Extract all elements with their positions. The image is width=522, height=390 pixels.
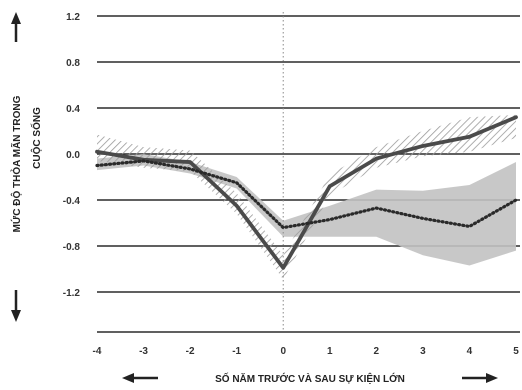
y-tick-label: 1.2 xyxy=(66,12,80,23)
x-tick-label: 4 xyxy=(467,346,473,357)
confidence-band-solid xyxy=(97,114,516,280)
x-axis-title: SỐ NĂM TRƯỚC VÀ SAU SỰ KIỆN LỚN xyxy=(122,371,498,385)
y-tick-label: 0.0 xyxy=(66,150,80,161)
grid-lines xyxy=(97,15,520,333)
x-arrow-left-head xyxy=(122,373,134,383)
y-tick-label: 0.4 xyxy=(66,104,80,115)
y-axis-label-line1: MỨC ĐỘ THỎA MÃN TRONG xyxy=(10,95,23,232)
x-tick-label: 0 xyxy=(280,346,286,357)
y-tick-label: 0.8 xyxy=(66,58,80,69)
confidence-band-dotted xyxy=(97,154,516,266)
series-lines xyxy=(95,115,518,270)
y-tick-label: -0.8 xyxy=(63,242,81,253)
x-tick-label: -4 xyxy=(93,346,102,357)
y-arrow-down-head xyxy=(11,310,21,322)
y-tick-label: -0.4 xyxy=(63,196,81,207)
series-line-dotted xyxy=(95,159,518,230)
x-arrow-right-head xyxy=(486,373,498,383)
x-tick-label: -3 xyxy=(139,346,148,357)
y-arrow-up-head xyxy=(11,12,21,24)
series-line-solid xyxy=(95,115,518,270)
y-tick-label: -1.2 xyxy=(63,288,81,299)
x-tick-label: -1 xyxy=(232,346,241,357)
tick-labels: 1.2 0.8 0.4 0.0 -0.4 -0.8 -1.2 -4 -3 -2 -1 0 1 2 3 4 5 xyxy=(63,12,519,357)
y-axis-title: MỨC ĐỘ THỎA MÃN TRONG CUỘC SỐNG xyxy=(10,12,43,322)
x-tick-label: 5 xyxy=(513,346,519,357)
x-axis-label: SỐ NĂM TRƯỚC VÀ SAU SỰ KIỆN LỚN xyxy=(215,371,405,385)
y-axis-label-line2: CUỘC SỐNG xyxy=(29,107,43,169)
x-tick-label: 3 xyxy=(420,346,426,357)
x-tick-label: -2 xyxy=(186,346,195,357)
x-tick-label: 1 xyxy=(327,346,333,357)
confidence-bands xyxy=(97,114,516,280)
x-tick-label: 2 xyxy=(374,346,380,357)
